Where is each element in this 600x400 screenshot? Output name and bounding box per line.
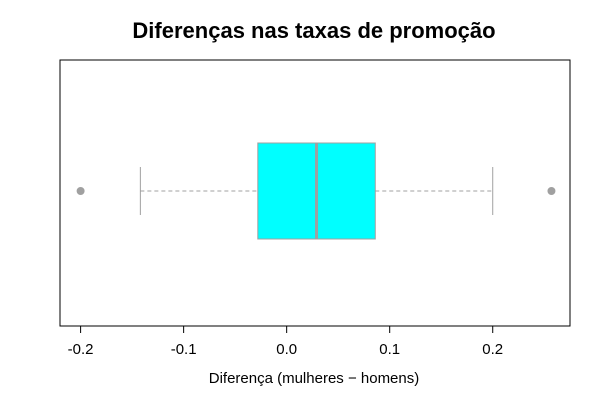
outlier-point-1 — [547, 187, 556, 195]
x-tick-label-3: 0.1 — [379, 341, 400, 358]
chart-title: Diferenças nas taxas de promoção — [132, 18, 495, 43]
x-axis: -0.2 -0.1 0.0 0.1 0.2 — [68, 325, 503, 358]
x-tick-label-4: 0.2 — [482, 341, 503, 358]
box-layer — [76, 142, 556, 240]
outlier-point-0 — [76, 187, 85, 195]
x-tick-label-0: -0.2 — [68, 341, 94, 358]
x-axis-label: Diferença (mulheres − homens) — [209, 370, 420, 387]
x-tick-label-1: -0.1 — [171, 341, 197, 358]
x-tick-label-2: 0.0 — [276, 341, 297, 358]
